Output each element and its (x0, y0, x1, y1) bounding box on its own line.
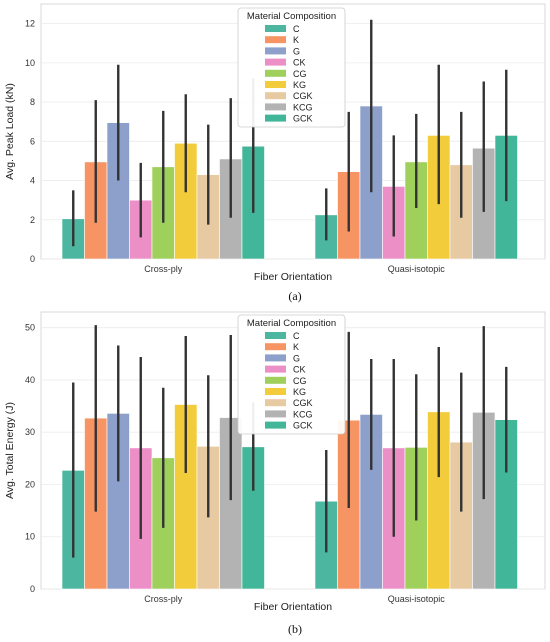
panel-label: (a) (288, 289, 301, 303)
legend-swatch (265, 343, 286, 351)
legend-entry-cgk: CGK (293, 398, 313, 408)
legend-entry-k: K (293, 35, 299, 45)
legend-entry-gck: GCK (293, 421, 313, 431)
legend-entry-c: C (293, 24, 300, 34)
legend-swatch (265, 376, 286, 384)
y-tick-label: 0 (30, 254, 35, 264)
legend-entry-cg: CG (293, 376, 307, 386)
legend-entry-cgk: CGK (293, 91, 313, 101)
legend-entry-cg: CG (293, 69, 307, 79)
legend-entry-k: K (293, 342, 299, 352)
legend-swatch (265, 399, 286, 407)
legend-swatch (265, 47, 286, 55)
legend-box (237, 314, 346, 435)
x-tick-label: Cross-ply (144, 264, 183, 274)
legend-swatch (265, 354, 286, 362)
y-axis-label: Avg. Total Energy (J) (4, 402, 16, 499)
legend-swatch (265, 103, 286, 111)
y-tick-label: 10 (25, 532, 35, 542)
y-axis-label: Avg. Peak Load (kN) (4, 83, 16, 180)
legend-swatch (265, 81, 286, 88)
legend-swatch (265, 410, 286, 418)
y-tick-label: 4 (30, 176, 35, 186)
legend-entry-kcg: KCG (293, 102, 313, 112)
y-tick-label: 2 (30, 215, 35, 225)
y-tick-label: 8 (30, 97, 35, 107)
legend-swatch (265, 25, 286, 32)
legend-swatch (265, 365, 286, 373)
chart-panel-a: 0 2 4 6 8 10 12 Cross-ply Quasi-isotopic Fiber Or… (4, 3, 546, 303)
legend-box (237, 7, 346, 128)
legend-title: Material Composition (247, 11, 336, 22)
legend-entry-kcg: KCG (293, 409, 313, 419)
legend-entry-gck: GCK (293, 114, 313, 124)
x-axis-label: Fiber Orientation (254, 271, 332, 283)
legend-entry-ck: CK (293, 365, 306, 375)
chart-panel-b: 0 10 20 30 40 50 Cross-ply Quasi-isotopic Fiber … (4, 311, 546, 636)
y-tick-label: 0 (30, 584, 35, 594)
legend-swatch (265, 92, 286, 100)
legend-entry-ck: CK (293, 58, 306, 68)
legend-entry-c: C (293, 331, 300, 341)
legend-title: Material Composition (247, 318, 336, 329)
legend-entry-kg: KG (293, 80, 306, 90)
x-tick-label: Quasi-isotopic (388, 594, 446, 604)
panel-label: (b) (288, 622, 302, 636)
legend-swatch (265, 332, 286, 339)
y-tick-label: 50 (25, 323, 35, 333)
legend-swatch (265, 58, 286, 66)
y-tick-label: 30 (25, 427, 35, 437)
x-tick-label: Cross-ply (144, 594, 183, 604)
legend-swatch (265, 388, 286, 395)
y-tick-label: 20 (25, 479, 35, 489)
y-tick-label: 12 (25, 19, 35, 29)
legend-swatch (265, 36, 286, 44)
y-tick-label: 10 (25, 58, 35, 68)
legend-entry-g: G (293, 46, 300, 56)
x-tick-label: Quasi-isotopic (388, 264, 446, 274)
legend-entry-kg: KG (293, 387, 306, 397)
y-tick-label: 40 (25, 375, 35, 385)
legend-swatch (265, 114, 286, 122)
legend-swatch (265, 69, 286, 77)
legend-swatch (265, 421, 286, 429)
y-tick-label: 6 (30, 136, 35, 146)
legend-entry-g: G (293, 353, 300, 363)
x-axis-label: Fiber Orientation (254, 601, 332, 613)
